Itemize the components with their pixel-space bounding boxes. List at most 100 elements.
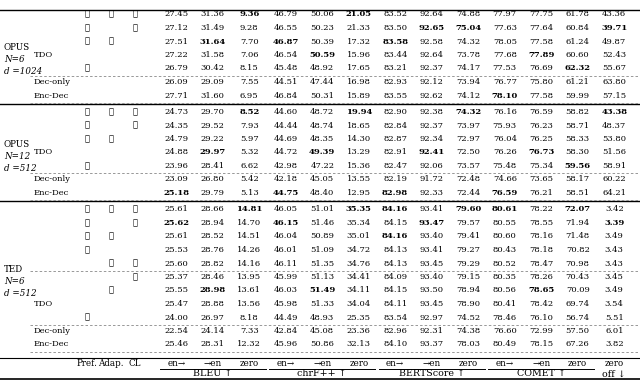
- Text: ✓: ✓: [84, 246, 90, 254]
- Text: Dec-only: Dec-only: [34, 78, 71, 86]
- Text: en→: en→: [276, 360, 295, 368]
- Text: 58.30: 58.30: [566, 149, 589, 157]
- Text: 46.01: 46.01: [274, 246, 298, 254]
- Text: 62.32: 62.32: [564, 64, 591, 72]
- Text: 61.78: 61.78: [566, 10, 589, 18]
- Text: 29.09: 29.09: [201, 78, 225, 86]
- Text: 83.54: 83.54: [383, 314, 408, 321]
- Text: ✓: ✓: [84, 108, 90, 116]
- Text: 93.40: 93.40: [420, 232, 444, 241]
- Text: 76.73: 76.73: [528, 149, 554, 157]
- Text: 25.61: 25.61: [164, 206, 188, 213]
- Text: 84.16: 84.16: [382, 206, 408, 213]
- Text: 53.80: 53.80: [602, 135, 627, 143]
- Text: 45.96: 45.96: [274, 340, 298, 349]
- Text: 52.43: 52.43: [602, 51, 627, 59]
- Text: 55.67: 55.67: [602, 64, 627, 72]
- Text: 28.76: 28.76: [201, 246, 225, 254]
- Text: 7.33: 7.33: [240, 327, 259, 335]
- Text: d =1024: d =1024: [4, 67, 42, 75]
- Text: ✓: ✓: [84, 219, 90, 227]
- Text: 93.45: 93.45: [420, 260, 444, 267]
- Text: 46.11: 46.11: [274, 260, 298, 267]
- Text: 78.42: 78.42: [529, 300, 554, 308]
- Text: 29.70: 29.70: [201, 108, 225, 116]
- Text: 76.10: 76.10: [529, 314, 553, 321]
- Text: 45.48: 45.48: [273, 64, 298, 72]
- Text: 25.62: 25.62: [163, 219, 189, 227]
- Text: 22.54: 22.54: [164, 327, 188, 335]
- Text: 51.49: 51.49: [309, 286, 335, 295]
- Text: 25.55: 25.55: [164, 286, 188, 295]
- Text: 79.57: 79.57: [456, 219, 480, 227]
- Text: BLEU ↑: BLEU ↑: [193, 370, 232, 378]
- Text: 42.18: 42.18: [274, 175, 298, 183]
- Text: 58.91: 58.91: [602, 162, 627, 170]
- Text: 75.04: 75.04: [455, 24, 481, 32]
- Text: 31.36: 31.36: [201, 10, 225, 18]
- Text: 79.41: 79.41: [456, 232, 481, 241]
- Text: 28.52: 28.52: [201, 232, 225, 241]
- Text: 77.75: 77.75: [529, 10, 554, 18]
- Text: 74.88: 74.88: [456, 10, 481, 18]
- Text: 3.43: 3.43: [605, 246, 624, 254]
- Text: 61.24: 61.24: [566, 38, 589, 46]
- Text: 50.31: 50.31: [310, 92, 334, 100]
- Text: 17.65: 17.65: [347, 64, 371, 72]
- Text: 46.15: 46.15: [273, 219, 299, 227]
- Text: 76.26: 76.26: [493, 149, 516, 157]
- Text: 6.62: 6.62: [240, 162, 259, 170]
- Text: 50.86: 50.86: [310, 340, 334, 349]
- Text: 92.62: 92.62: [420, 92, 444, 100]
- Text: 77.58: 77.58: [529, 92, 554, 100]
- Text: 77.97: 77.97: [493, 10, 517, 18]
- Text: 78.05: 78.05: [493, 38, 516, 46]
- Text: 58.82: 58.82: [566, 108, 589, 116]
- Text: zero: zero: [239, 360, 259, 368]
- Text: 29.97: 29.97: [200, 149, 226, 157]
- Text: 28.66: 28.66: [201, 206, 225, 213]
- Text: 9.36: 9.36: [239, 10, 259, 18]
- Text: 51.33: 51.33: [310, 300, 334, 308]
- Text: 59.56: 59.56: [564, 162, 591, 170]
- Text: CL: CL: [129, 360, 141, 368]
- Text: 82.96: 82.96: [383, 327, 407, 335]
- Text: en→: en→: [495, 360, 514, 368]
- Text: 80.49: 80.49: [493, 340, 517, 349]
- Text: 51.56: 51.56: [602, 149, 627, 157]
- Text: 3.43: 3.43: [605, 260, 624, 267]
- Text: 57.50: 57.50: [566, 327, 589, 335]
- Text: 26.79: 26.79: [164, 64, 188, 72]
- Text: 61.21: 61.21: [566, 78, 589, 86]
- Text: d =512: d =512: [4, 164, 36, 173]
- Text: 82.47: 82.47: [383, 162, 407, 170]
- Text: 48.72: 48.72: [310, 108, 334, 116]
- Text: 27.51: 27.51: [164, 38, 188, 46]
- Text: 42.98: 42.98: [274, 162, 298, 170]
- Text: 74.52: 74.52: [456, 314, 480, 321]
- Text: 80.35: 80.35: [493, 273, 516, 281]
- Text: 28.41: 28.41: [201, 162, 225, 170]
- Text: 28.98: 28.98: [200, 286, 226, 295]
- Text: 92.65: 92.65: [419, 24, 445, 32]
- Text: ✓: ✓: [109, 108, 113, 116]
- Text: 56.74: 56.74: [566, 314, 590, 321]
- Text: 6.95: 6.95: [240, 92, 259, 100]
- Text: 72.50: 72.50: [456, 149, 480, 157]
- Text: 34.41: 34.41: [347, 273, 371, 281]
- Text: →en: →en: [313, 360, 332, 368]
- Text: 48.74: 48.74: [310, 121, 335, 129]
- Text: 3.45: 3.45: [605, 273, 624, 281]
- Text: 92.12: 92.12: [420, 78, 444, 86]
- Text: 42.84: 42.84: [274, 327, 298, 335]
- Text: 82.19: 82.19: [383, 175, 407, 183]
- Text: 60.22: 60.22: [602, 175, 626, 183]
- Text: 12.32: 12.32: [237, 340, 261, 349]
- Text: 79.15: 79.15: [456, 273, 480, 281]
- Text: ✓: ✓: [132, 10, 138, 18]
- Text: 91.72: 91.72: [420, 175, 444, 183]
- Text: 76.69: 76.69: [529, 64, 553, 72]
- Text: ✓: ✓: [109, 286, 113, 295]
- Text: N=6: N=6: [4, 277, 24, 286]
- Text: 46.84: 46.84: [274, 92, 298, 100]
